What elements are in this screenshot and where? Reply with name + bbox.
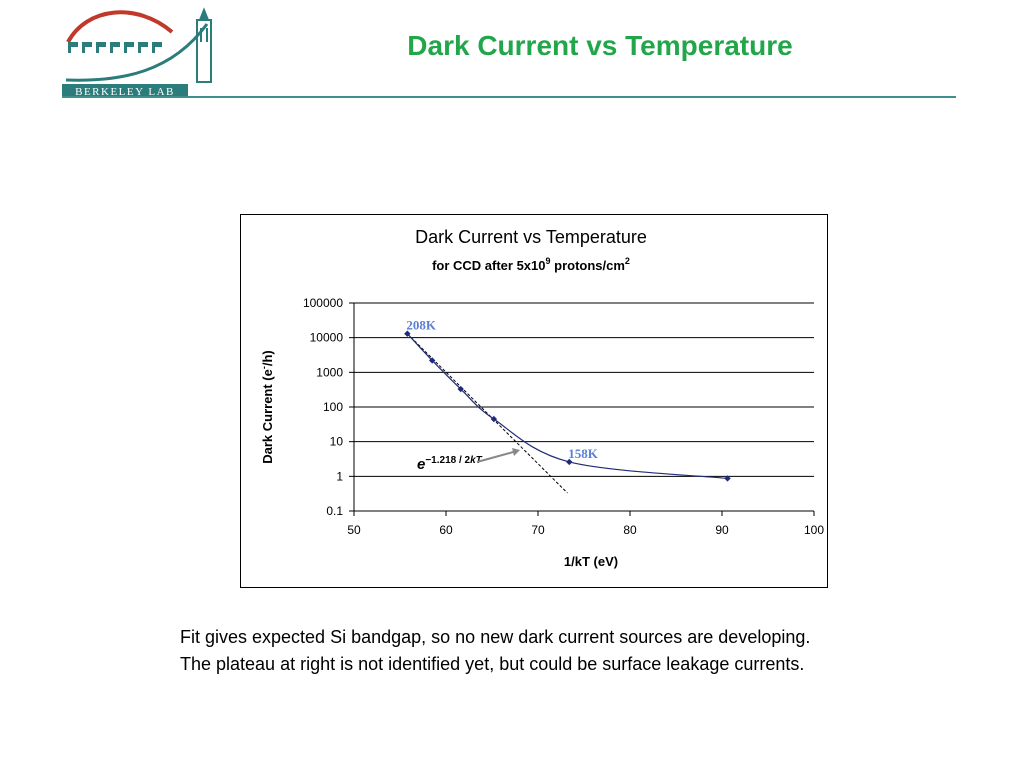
fit-line	[407, 333, 568, 494]
chart-series	[404, 330, 731, 482]
y-tick-label: 1	[336, 469, 343, 483]
chart-title: Dark Current vs Temperature	[415, 227, 647, 247]
x-tick-label: 70	[531, 523, 545, 537]
y-axis-label: Dark Current (e-/h)	[259, 350, 275, 464]
body-line-1: Fit gives expected Si bandgap, so no new…	[180, 627, 811, 647]
x-tick-label: 80	[623, 523, 637, 537]
fit-formula: e−1.218 / 2kT	[417, 455, 483, 473]
chart-gridlines	[354, 302, 814, 477]
y-tick-label: 10	[330, 435, 344, 449]
body-line-2: The plateau at right is not identified y…	[180, 654, 805, 674]
formula-arrow	[476, 450, 518, 463]
logo-text-band	[62, 84, 188, 98]
x-tick-label: 50	[347, 523, 361, 537]
dark-current-chart: Dark Current vs Temperature for CCD afte…	[259, 227, 824, 569]
chart-tick-labels: 0.1 1 10 100 1000 10000 100000 50 60 70 80 90 100	[303, 296, 824, 537]
data-label: 158K	[568, 446, 599, 461]
chart-annotations: 208K 158K	[406, 318, 598, 461]
data-point	[429, 357, 436, 364]
x-tick-label: 100	[804, 523, 824, 537]
header-divider	[62, 96, 956, 98]
x-tick-label: 60	[439, 523, 453, 537]
campanile-tower-icon	[196, 7, 212, 83]
y-tick-label: 100000	[303, 296, 343, 310]
berkeley-lab-logo: BERKELEY LAB	[62, 7, 212, 98]
data-point	[404, 330, 411, 337]
chart-fit	[407, 333, 568, 494]
y-tick-label: 1000	[316, 365, 343, 379]
chart-axes	[349, 302, 815, 516]
slide-title: Dark Current vs Temperature	[407, 30, 793, 61]
chart-frame: Dark Current vs Temperature for CCD afte…	[240, 214, 828, 588]
chart-subtitle: for CCD after 5x109 protons/cm2	[432, 256, 630, 273]
logo-text: BERKELEY LAB	[75, 86, 175, 98]
x-tick-label: 90	[715, 523, 729, 537]
y-tick-label: 0.1	[326, 504, 343, 518]
logo-arc-teal	[65, 23, 209, 82]
formula-arrowhead	[512, 448, 520, 456]
data-label: 208K	[406, 318, 437, 333]
body-text: Fit gives expected Si bandgap, so no new…	[180, 624, 980, 678]
data-point	[490, 415, 498, 423]
y-tick-label: 10000	[310, 331, 344, 345]
y-tick-label: 100	[323, 400, 343, 414]
data-point	[724, 475, 731, 482]
logo-flags	[68, 42, 162, 53]
data-point	[566, 458, 573, 466]
logo-arc-red	[66, 10, 174, 43]
data-point	[457, 385, 464, 393]
x-axis-label: 1/kT (eV)	[564, 554, 618, 569]
